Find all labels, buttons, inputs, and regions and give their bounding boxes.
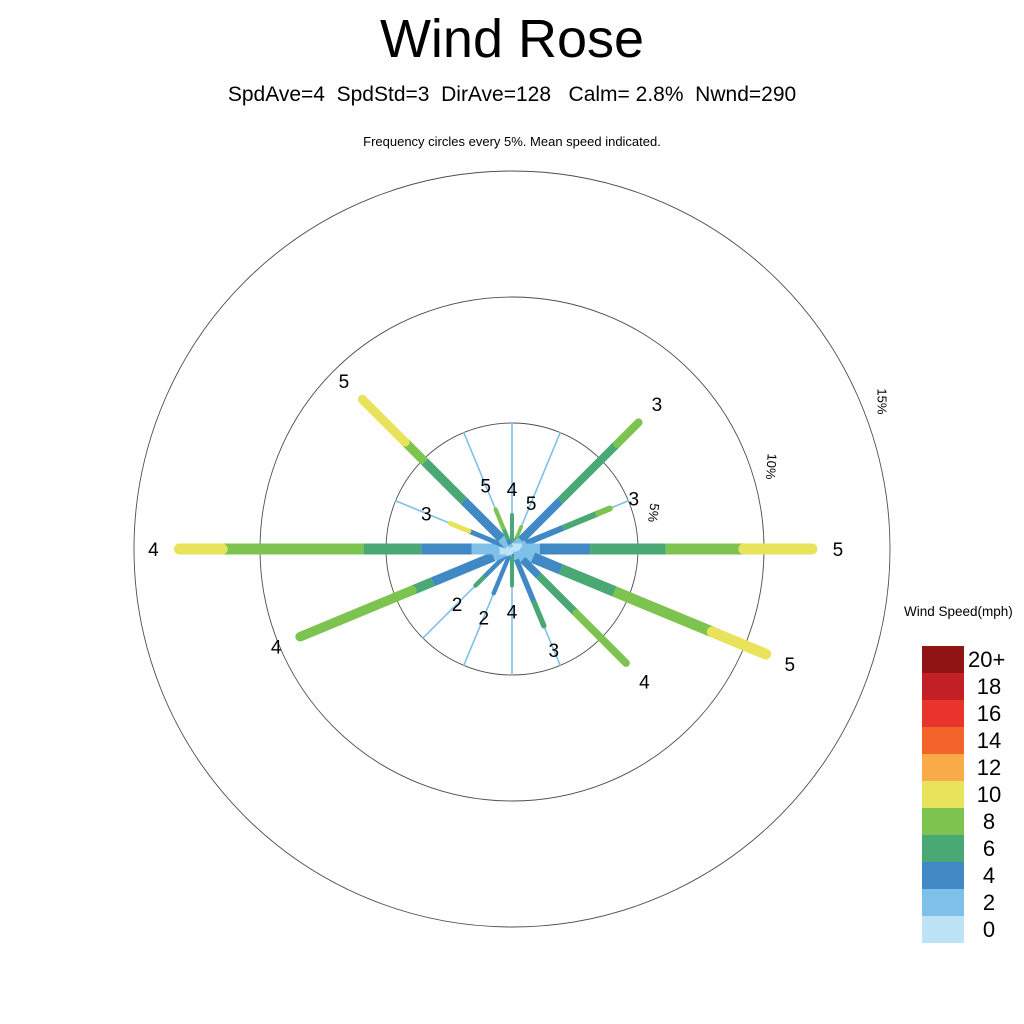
frequency-note: Frequency circles every 5%. Mean speed i… <box>363 134 661 149</box>
petal-segment-NW-6-8 <box>421 458 468 505</box>
petal-segment-SSE-4-6 <box>513 558 537 604</box>
petal-segment-NNW-2-4 <box>508 543 514 548</box>
mean-speed-label-SW: 2 <box>452 595 463 616</box>
radial-tick-label-10: 10% <box>763 453 780 480</box>
legend-label-18: 18 <box>976 674 1002 699</box>
mean-speed-label-NW: 5 <box>339 372 350 393</box>
petal-segment-SE-8-10 <box>572 609 630 667</box>
petal-segment-ESE-4-6 <box>530 552 563 575</box>
petal-segment-ESE-8-10 <box>612 586 715 637</box>
legend-swatch-20plus <box>922 646 964 673</box>
petal-NE <box>509 418 643 552</box>
mean-speed-label-WSW: 4 <box>271 638 282 659</box>
legend-label-2: 2 <box>982 890 996 915</box>
summary-stats-line: SpdAve=4 SpdStd=3 DirAve=128 Calm= 2.8% … <box>227 83 797 106</box>
legend-label-0: 0 <box>982 917 996 942</box>
petal-segment-ENE-4-6 <box>524 525 565 546</box>
legend-label-12: 12 <box>976 755 1002 780</box>
petal-segment-NE-4-6 <box>518 498 563 543</box>
legend-swatch-18 <box>922 673 964 700</box>
mean-speed-label-NNE: 5 <box>526 494 537 515</box>
legend-label-16: 16 <box>976 701 1002 726</box>
legend-swatch-6 <box>922 835 964 862</box>
legend-swatch-0 <box>922 916 964 943</box>
petal-segment-ESE-10-12 <box>706 626 772 660</box>
petal-segment-SW-6-8 <box>473 575 486 588</box>
mean-speed-label-WNW: 3 <box>421 504 432 525</box>
radial-tick-labels: 5% 10% 15% <box>645 388 889 523</box>
mean-speed-label-S: 4 <box>507 603 518 624</box>
legend-swatch-8 <box>922 808 964 835</box>
mean-speed-label-ENE: 3 <box>629 490 640 511</box>
petal-segment-WSW-4-6 <box>431 552 496 587</box>
petal-segment-NNW-0-2 <box>509 546 514 550</box>
mean-speed-label-ESE: 5 <box>785 655 796 676</box>
radial-tick-label-15: 15% <box>874 388 889 414</box>
petal-segment-NW-8-10 <box>401 438 428 465</box>
petal-segment-NNW-8-10 <box>493 507 506 531</box>
wind-petals <box>173 394 818 667</box>
legend-label-14: 14 <box>976 728 1002 753</box>
petal-segment-SE-6-8 <box>536 573 579 616</box>
legend-label-20plus: 20+ <box>968 647 1006 672</box>
petal-segment-ESE-6-8 <box>558 564 617 597</box>
mean-speed-label-NNW: 5 <box>480 476 491 497</box>
legend-title: Wind Speed(mph) <box>904 604 1013 619</box>
petal-segment-ESE-2-4 <box>516 546 536 563</box>
legend-swatch-4 <box>922 862 964 889</box>
petal-segment-NNW-4-6 <box>506 538 513 546</box>
legend-label-8: 8 <box>982 809 996 834</box>
mean-speed-label-NE: 3 <box>652 395 663 416</box>
petal-segment-NW-2-4 <box>498 535 512 549</box>
legend-swatch-14 <box>922 727 964 754</box>
legend-label-4: 4 <box>982 863 996 888</box>
legend-swatch-10 <box>922 781 964 808</box>
petal-segment-WNW-10-12 <box>447 520 472 534</box>
petal-segment-ENE-8-10 <box>595 505 613 517</box>
legend-swatch-12 <box>922 754 964 781</box>
petal-segment-NE-8-10 <box>613 418 643 448</box>
petal-segment-SW-4-6 <box>481 553 508 580</box>
petal-SE <box>509 546 630 667</box>
mean-speed-label-SSW: 2 <box>478 608 489 629</box>
petal-segment-NNE-8-10 <box>515 525 524 539</box>
mean-speed-label-N: 4 <box>507 480 518 501</box>
mean-speed-label-SSE: 3 <box>548 641 559 662</box>
petal-segment-ENE-6-8 <box>562 510 600 531</box>
legend-label-column: 20+ 18 16 14 12 10 8 6 4 2 0 <box>966 646 1020 943</box>
legend-swatch-2 <box>922 889 964 916</box>
legend-color-bar <box>922 646 964 943</box>
grid-circle-15 <box>133 170 891 928</box>
mean-speed-label-W: 4 <box>148 540 159 561</box>
radial-tick-label-5: 5% <box>645 503 662 524</box>
petal-segment-NE-6-8 <box>557 441 620 504</box>
petal-NNW <box>493 507 514 550</box>
mean-speed-label-SE: 4 <box>639 672 650 693</box>
petal-segment-SE-4-6 <box>520 557 542 579</box>
petal-segment-SSE-6-8 <box>531 599 547 629</box>
legend-label-10: 10 <box>976 782 1002 807</box>
petal-ESE <box>509 543 772 660</box>
petal-segment-NW-10-12 <box>357 394 410 447</box>
petal-segment-SSW-4-6 <box>491 554 511 596</box>
page-title: Wind Rose <box>379 9 645 69</box>
legend-swatch-16 <box>922 700 964 727</box>
mean-speed-label-E: 5 <box>833 540 844 561</box>
legend-label-6: 6 <box>982 836 996 861</box>
petal-segment-WSW-8-10 <box>295 585 417 642</box>
petal-NW <box>357 394 516 553</box>
petal-segment-NW-4-6 <box>460 497 505 542</box>
petal-segment-WNW-4-6 <box>467 528 505 548</box>
